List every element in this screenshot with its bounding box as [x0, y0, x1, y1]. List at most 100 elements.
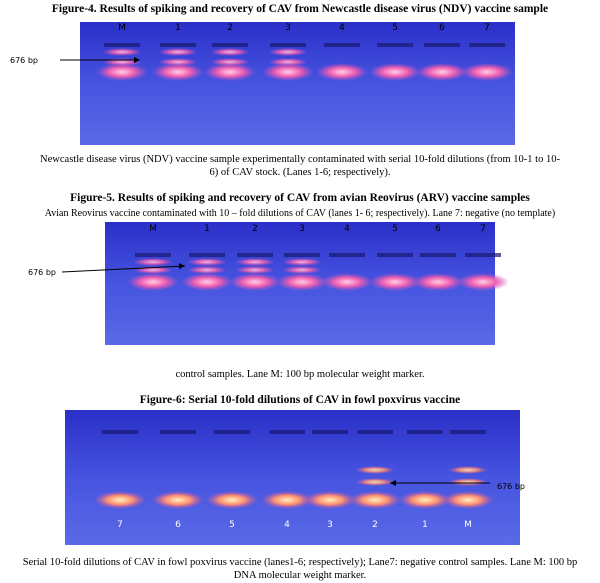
- well: [407, 430, 443, 434]
- lane-label: 6: [175, 520, 181, 530]
- dna-band: [261, 491, 313, 509]
- dna-band: [204, 63, 256, 81]
- well: [135, 253, 171, 257]
- dna-band: [461, 63, 513, 81]
- lane-label: 1: [175, 23, 181, 33]
- dna-band: [96, 63, 148, 81]
- arrow-head: [390, 480, 396, 486]
- well: [377, 253, 413, 257]
- dna-band: [399, 491, 451, 509]
- well: [329, 253, 365, 257]
- dna-band: [304, 491, 356, 509]
- dna-band: [349, 491, 401, 509]
- dna-band: [448, 466, 488, 474]
- band-size-label: 676 bp: [28, 268, 56, 277]
- dna-band: [235, 266, 275, 274]
- arrow-head: [134, 57, 140, 63]
- dna-band: [282, 258, 322, 266]
- well: [420, 253, 456, 257]
- well: [270, 43, 306, 47]
- lane-label: 3: [299, 224, 305, 234]
- figure-subcaption: Avian Reovirus vaccine contaminated with…: [44, 208, 556, 219]
- lane-label: M: [464, 520, 472, 530]
- dna-band: [268, 48, 308, 56]
- dna-band: [412, 273, 464, 291]
- figure-caption: Serial 10-fold dilutions of CAV in fowl …: [22, 557, 578, 581]
- dna-band: [316, 63, 368, 81]
- lane-label: 2: [252, 224, 258, 234]
- well: [104, 43, 140, 47]
- figure-title: Figure-4. Results of spiking and recover…: [51, 3, 549, 15]
- dna-band: [210, 58, 250, 66]
- dna-band: [152, 491, 204, 509]
- dna-band: [133, 258, 173, 266]
- lane-label: 1: [422, 520, 428, 530]
- lane-label: 2: [227, 23, 233, 33]
- dna-band: [282, 266, 322, 274]
- well: [160, 430, 196, 434]
- lane-label: 6: [435, 224, 441, 234]
- dna-band: [158, 48, 198, 56]
- lane-label: 4: [284, 520, 290, 530]
- dna-band: [229, 273, 281, 291]
- lane-label: 7: [117, 520, 123, 530]
- dna-band: [102, 48, 142, 56]
- figure-title: Figure-6: Serial 10-fold dilutions of CA…: [139, 394, 461, 406]
- lane-label: 4: [344, 224, 350, 234]
- band-size-label: 676 bp: [497, 482, 525, 491]
- dna-band: [235, 258, 275, 266]
- dna-band: [268, 58, 308, 66]
- well: [102, 430, 138, 434]
- lane-label: 5: [392, 23, 398, 33]
- dna-band: [210, 48, 250, 56]
- well: [189, 253, 225, 257]
- lane-label: 3: [285, 23, 291, 33]
- dna-band: [276, 273, 328, 291]
- well: [212, 43, 248, 47]
- well: [160, 43, 196, 47]
- dna-band: [321, 273, 373, 291]
- dna-band: [457, 273, 509, 291]
- dna-band: [127, 273, 179, 291]
- dna-band: [416, 63, 468, 81]
- figure-caption: control samples. Lane M: 100 bp molecula…: [175, 369, 425, 380]
- dna-band: [262, 63, 314, 81]
- well: [312, 430, 348, 434]
- well: [284, 253, 320, 257]
- dna-band: [206, 491, 258, 509]
- dna-band: [442, 491, 494, 509]
- dna-band: [355, 466, 395, 474]
- dna-band: [187, 258, 227, 266]
- dna-band: [152, 63, 204, 81]
- lane-label: 2: [372, 520, 378, 530]
- arrow-head: [179, 263, 185, 269]
- dna-band: [448, 478, 488, 486]
- figure-caption: Newcastle disease virus (NDV) vaccine sa…: [40, 154, 560, 178]
- lane-label: M: [149, 224, 157, 234]
- gel: [80, 22, 515, 145]
- lane-label: 5: [229, 520, 235, 530]
- lane-label: 4: [339, 23, 345, 33]
- figure-title: Figure-5. Results of spiking and recover…: [70, 192, 530, 204]
- lane-label: 6: [439, 23, 445, 33]
- well: [424, 43, 460, 47]
- well: [324, 43, 360, 47]
- dna-band: [355, 478, 395, 486]
- arrow: [61, 265, 186, 273]
- dna-band: [158, 58, 198, 66]
- band-size-label: 676 bp: [10, 56, 38, 65]
- well: [469, 43, 505, 47]
- lane-label: M: [118, 23, 126, 33]
- dna-band: [94, 491, 146, 509]
- well: [450, 430, 486, 434]
- well: [269, 430, 305, 434]
- dna-band: [369, 63, 421, 81]
- dna-band: [369, 273, 421, 291]
- lane-label: 5: [392, 224, 398, 234]
- well: [357, 430, 393, 434]
- dna-band: [187, 266, 227, 274]
- well: [465, 253, 501, 257]
- lane-label: 7: [480, 224, 486, 234]
